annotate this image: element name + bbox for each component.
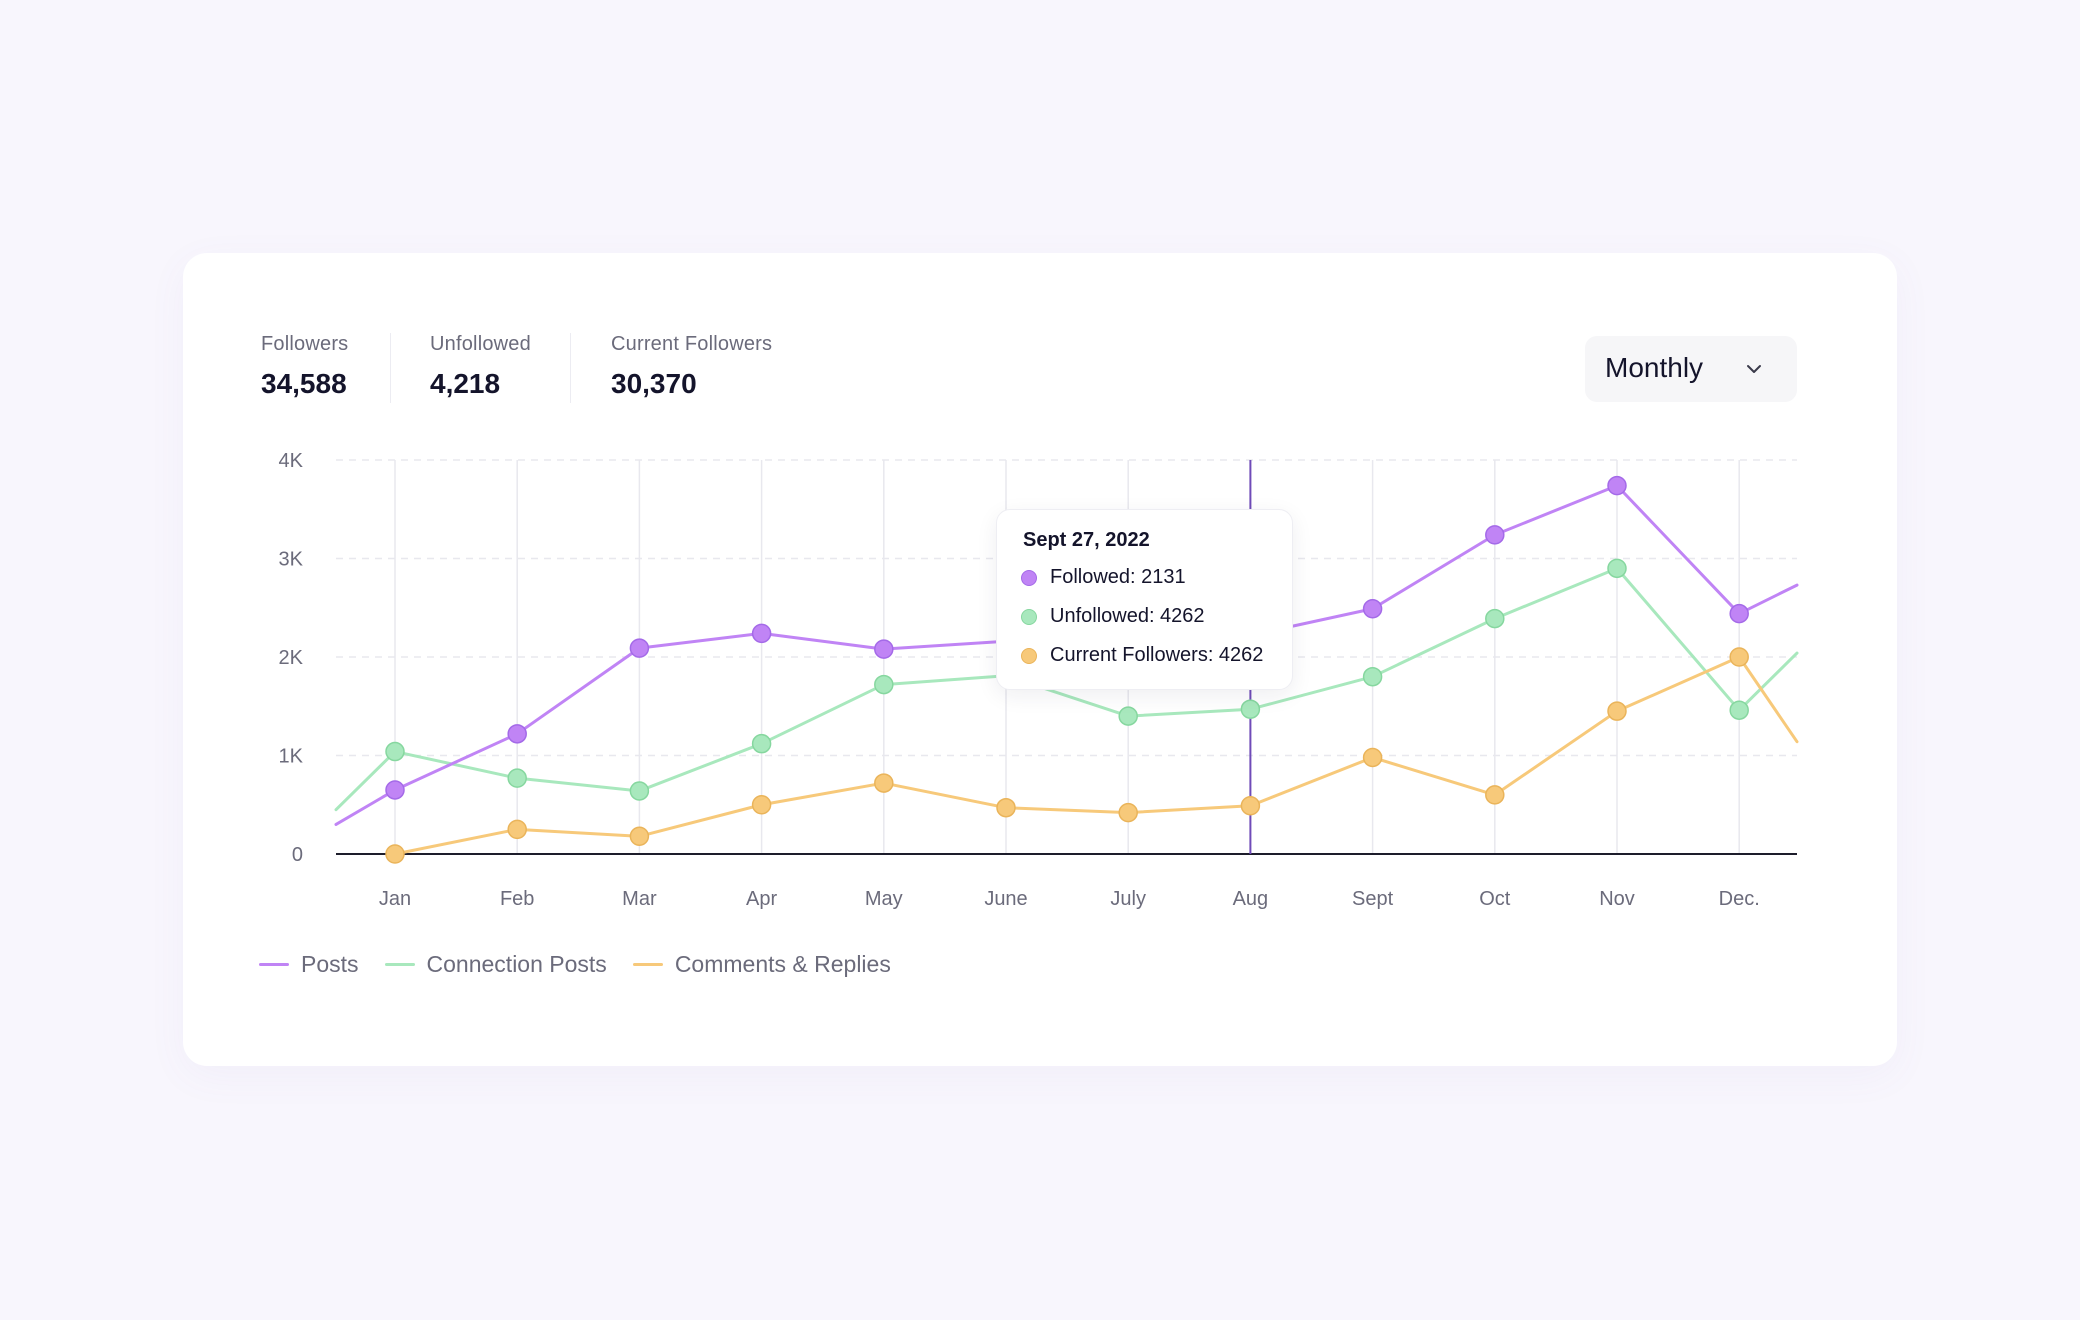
data-point-connection — [874, 674, 894, 695]
data-point-comments — [996, 797, 1016, 818]
data-point-comments — [1240, 795, 1261, 816]
data-point-comments — [1729, 647, 1749, 667]
tooltip-row-current-followers: Current Followers: 4262 — [1021, 644, 1263, 667]
data-point-comments — [1607, 701, 1627, 721]
x-tick-label: July — [1110, 888, 1146, 910]
data-point-posts — [1485, 525, 1505, 545]
data-point-connection — [751, 733, 772, 754]
stat-current-followers-value: 30,370 — [611, 368, 697, 399]
tooltip-title: Sept 27, 2022 — [1023, 529, 1150, 551]
data-point-connection — [1729, 700, 1749, 720]
stat-current-followers-label: Current Followers — [611, 333, 773, 355]
data-point-posts — [385, 780, 405, 800]
data-point-connection — [1362, 666, 1383, 687]
chart-tooltip: Sept 27, 2022 Followed: 2131 Unfollowed:… — [996, 509, 1293, 690]
data-point-posts — [1607, 475, 1627, 496]
data-point-comments — [1362, 747, 1383, 768]
data-point-comments — [751, 795, 772, 815]
connection-posts-line-icon — [384, 963, 415, 966]
posts-line-icon — [259, 963, 289, 966]
x-tick-label: Jan — [379, 888, 411, 910]
tooltip-row-followed-text: Followed: 2131 — [1050, 566, 1186, 588]
stat-followers-value: 34,588 — [261, 368, 347, 399]
comments-replies-line-icon — [632, 963, 663, 966]
x-tick-label: Oct — [1479, 888, 1511, 910]
unfollowed-dot-icon — [1021, 608, 1037, 625]
data-point-posts — [629, 638, 650, 658]
data-point-comments — [1118, 802, 1138, 823]
legend-label-posts: Posts — [301, 951, 359, 977]
stat-unfollowed-label: Unfollowed — [430, 333, 531, 355]
y-tick-label: 1K — [279, 746, 304, 768]
stat-divider — [570, 333, 571, 403]
followers-chart-card: Followers 34,588 Unfollowed 4,218 Curren… — [183, 253, 1897, 1066]
data-point-comments — [1485, 785, 1505, 805]
x-tick-label: Apr — [746, 888, 777, 910]
stat-divider — [390, 333, 391, 403]
y-tick-label: 0 — [292, 844, 303, 866]
stat-unfollowed: Unfollowed 4,218 — [430, 333, 531, 400]
data-point-connection — [1485, 608, 1505, 629]
y-tick-label: 4K — [279, 450, 304, 472]
x-tick-label: Aug — [1233, 888, 1269, 910]
data-point-connection — [1118, 706, 1138, 726]
x-tick-label: June — [984, 888, 1027, 910]
period-select-value: Monthly — [1605, 352, 1704, 383]
data-point-posts — [751, 623, 772, 644]
stat-followers-label: Followers — [261, 333, 349, 355]
y-tick-label: 2K — [279, 647, 304, 669]
data-point-comments — [629, 826, 650, 847]
data-point-connection — [1607, 558, 1627, 579]
legend-item-comments-replies[interactable]: Comments & Replies — [632, 951, 891, 978]
data-point-comments — [385, 844, 405, 864]
legend-label-comments-replies: Comments & Replies — [674, 951, 891, 977]
data-point-connection — [629, 781, 650, 801]
data-point-connection — [1240, 699, 1261, 719]
legend-item-posts[interactable]: Posts — [259, 951, 359, 978]
followed-dot-icon — [1021, 569, 1037, 586]
data-point-comments — [507, 819, 527, 840]
period-select[interactable]: Monthly — [1585, 336, 1797, 402]
data-point-posts — [507, 724, 527, 744]
chart-legend: Posts Connection Posts Comments & Replie… — [259, 951, 917, 978]
x-tick-label: Mar — [622, 888, 657, 910]
y-tick-label: 3K — [279, 549, 304, 571]
tooltip-row-followed: Followed: 2131 — [1021, 566, 1186, 589]
chevron-down-icon — [1747, 365, 1761, 373]
data-point-connection — [385, 741, 405, 762]
data-point-posts — [1729, 603, 1749, 624]
tooltip-row-unfollowed: Unfollowed: 4262 — [1021, 605, 1205, 628]
current-followers-dot-icon — [1021, 647, 1037, 664]
legend-item-connection-posts[interactable]: Connection Posts — [384, 951, 607, 978]
x-tick-label: May — [865, 888, 903, 910]
stat-current-followers: Current Followers 30,370 — [611, 333, 772, 400]
x-tick-label: Feb — [500, 888, 534, 910]
data-point-posts — [1362, 598, 1383, 619]
x-tick-label: Dec. — [1719, 888, 1760, 910]
tooltip-row-unfollowed-text: Unfollowed: 4262 — [1050, 605, 1205, 627]
x-tick-label: Nov — [1599, 888, 1635, 910]
data-point-posts — [874, 639, 894, 659]
stat-unfollowed-value: 4,218 — [430, 368, 501, 399]
data-point-comments — [874, 773, 894, 793]
data-point-connection — [507, 768, 527, 788]
legend-label-connection-posts: Connection Posts — [426, 951, 607, 977]
stat-followers: Followers 34,588 — [261, 333, 348, 400]
x-tick-label: Sept — [1352, 888, 1394, 910]
series-line-connection — [334, 566, 1799, 812]
tooltip-row-current-followers-text: Current Followers: 4262 — [1050, 644, 1264, 666]
